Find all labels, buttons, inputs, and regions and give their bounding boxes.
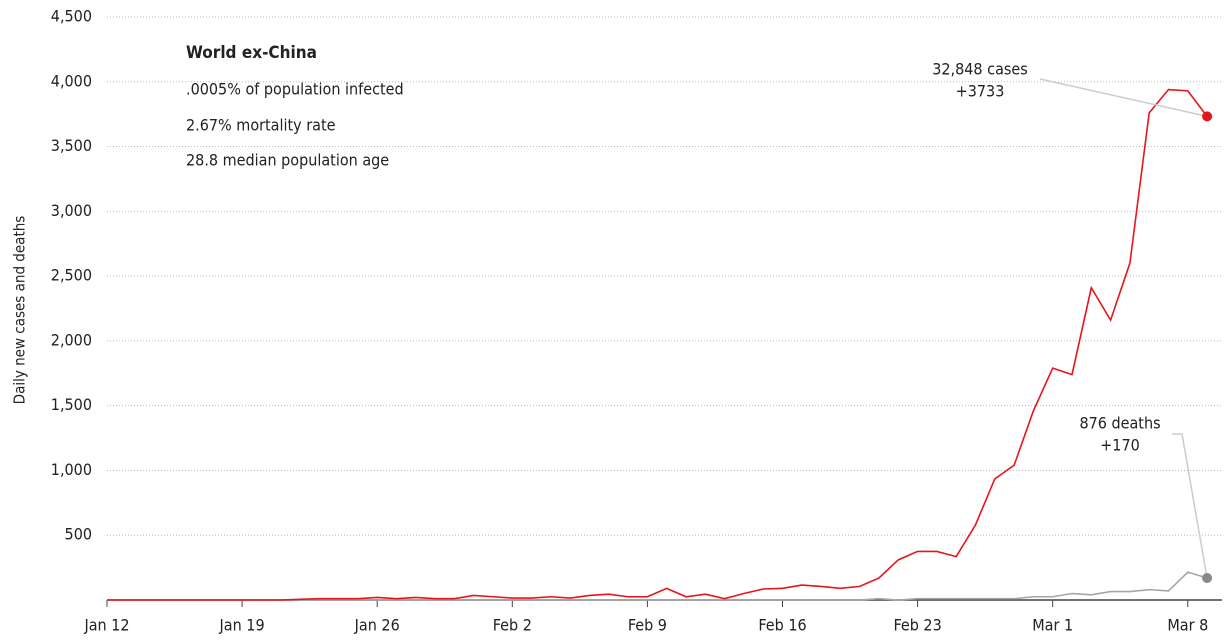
info-line: .0005% of population infected <box>186 80 404 99</box>
end-dot <box>1202 111 1213 122</box>
leader-line <box>1172 433 1208 579</box>
y-axis-label: Daily new cases and deaths <box>11 216 29 405</box>
x-tick-label: Feb 23 <box>893 616 941 635</box>
y-tick-label: 3,000 <box>51 201 92 220</box>
y-tick-label: 2,500 <box>51 266 92 285</box>
x-tick-label: Jan 19 <box>219 616 265 635</box>
chart-title: World ex-China <box>186 43 317 63</box>
series-line <box>107 88 1208 601</box>
x-tick-label: Mar 1 <box>1032 616 1073 635</box>
info-line: 2.67% mortality rate <box>186 116 336 135</box>
annotation: +170 <box>1100 436 1140 455</box>
annotation: +3733 <box>956 82 1005 101</box>
series-line <box>107 571 1208 601</box>
y-tick-label: 1,500 <box>51 395 92 414</box>
x-tick-label: Jan 12 <box>83 616 129 635</box>
annotation: 876 deaths <box>1079 414 1160 433</box>
x-tick-label: Feb 2 <box>493 616 532 635</box>
y-tick-label: 3,500 <box>51 136 92 155</box>
info-line: 28.8 median population age <box>186 151 389 170</box>
x-tick-label: Feb 16 <box>758 616 806 635</box>
y-tick-label: 4,500 <box>51 7 92 26</box>
y-tick-label: 1,000 <box>51 460 92 479</box>
x-tick-label: Feb 9 <box>628 616 667 635</box>
y-tick-label: 500 <box>65 525 92 544</box>
x-tick-label: Mar 8 <box>1167 616 1208 635</box>
x-tick-label: Jan 26 <box>354 616 400 635</box>
end-dot <box>1202 572 1213 583</box>
y-tick-label: 2,000 <box>51 330 92 349</box>
annotation: 32,848 cases <box>932 60 1028 79</box>
y-tick-label: 4,000 <box>51 71 92 90</box>
leader-line <box>1039 78 1208 118</box>
